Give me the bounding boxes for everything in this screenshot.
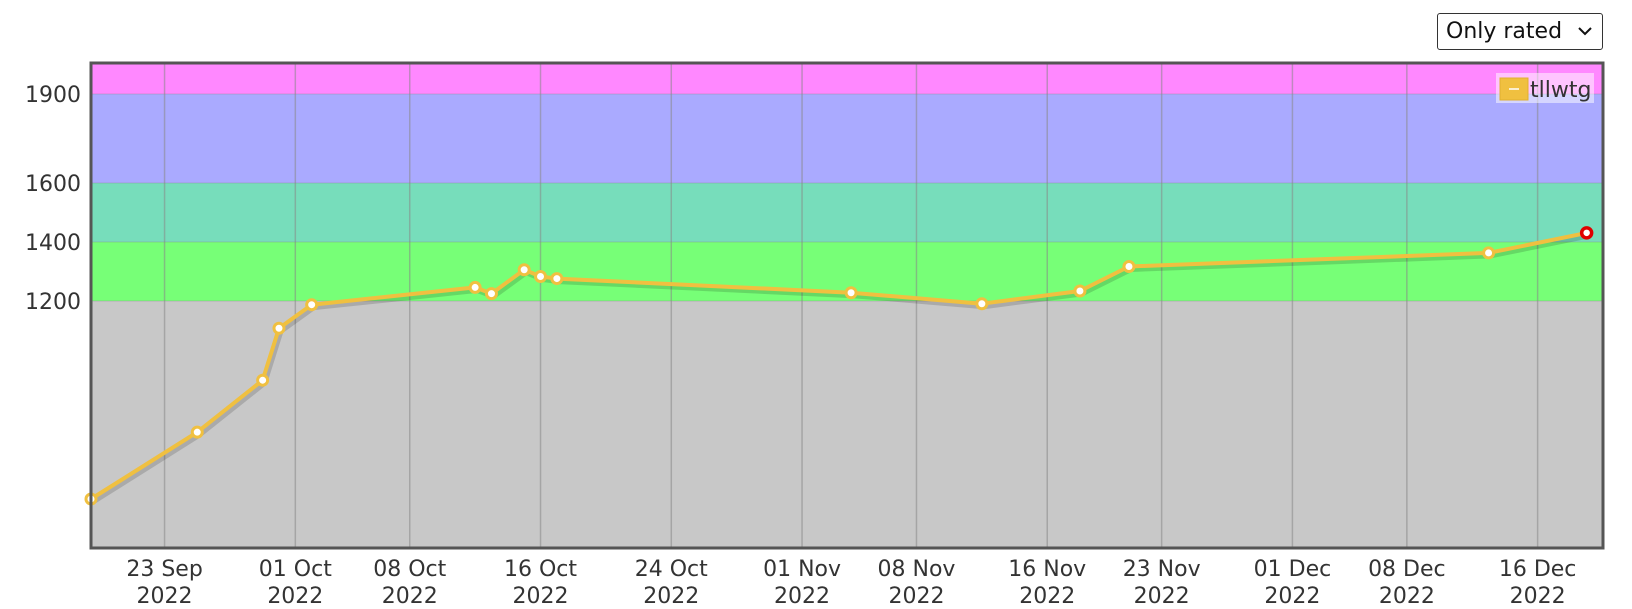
x-tick-label: 23 Nov 2022 (1123, 557, 1201, 609)
x-tick-label: 08 Nov 2022 (878, 557, 956, 609)
series-tllwtg (84, 226, 1594, 506)
x-tick-label: 16 Dec 2022 (1499, 557, 1577, 609)
data-point (305, 298, 319, 312)
data-point (1122, 259, 1136, 273)
y-tick-label: 1200 (25, 290, 81, 315)
data-point (1482, 246, 1496, 260)
data-point (272, 321, 286, 335)
data-point (256, 373, 270, 387)
legend: tllwtg (1496, 73, 1594, 103)
y-tick-label: 1900 (25, 83, 81, 108)
x-tick-label: 24 Oct 2022 (635, 557, 708, 609)
y-tick-label: 1400 (25, 231, 81, 256)
rating-filter-select[interactable]: Only rated (1437, 13, 1603, 50)
x-tick-label: 01 Oct 2022 (259, 557, 332, 609)
data-point (517, 263, 531, 277)
series-line (89, 230, 1588, 501)
rating-band (91, 63, 1603, 94)
data-point (1073, 284, 1087, 298)
data-point (484, 287, 498, 301)
x-tick-label: 16 Nov 2022 (1008, 557, 1086, 609)
data-point (468, 280, 482, 294)
y-tick-label: 1600 (25, 172, 81, 197)
grid-lines (91, 63, 1603, 548)
data-point (550, 272, 564, 286)
x-tick-label: 16 Oct 2022 (504, 557, 577, 609)
rating-band (91, 94, 1603, 183)
data-point (844, 286, 858, 300)
rating-band (91, 301, 1603, 548)
plot-frame (89, 61, 1605, 550)
x-axis: 23 Sep 2022 01 Oct 2022 08 Oct 2022 16 Oct 2022… (126, 557, 1576, 609)
x-tick-label: 01 Nov 2022 (763, 557, 841, 609)
data-point (975, 297, 989, 311)
rating-bands (91, 63, 1603, 548)
x-tick-label: 23 Sep 2022 (126, 557, 202, 609)
rating-band (91, 183, 1603, 242)
legend-label: tllwtg (1530, 78, 1591, 103)
x-tick-label: 01 Dec 2022 (1254, 557, 1332, 609)
data-point-latest (1579, 226, 1594, 240)
x-tick-label: 08 Dec 2022 (1368, 557, 1446, 609)
data-point (534, 270, 548, 284)
x-tick-label: 08 Oct 2022 (373, 557, 446, 609)
rating-filter[interactable]: Only rated (1437, 13, 1603, 50)
y-axis: 1200 1400 1600 1900 (25, 83, 81, 315)
data-point (190, 425, 204, 439)
